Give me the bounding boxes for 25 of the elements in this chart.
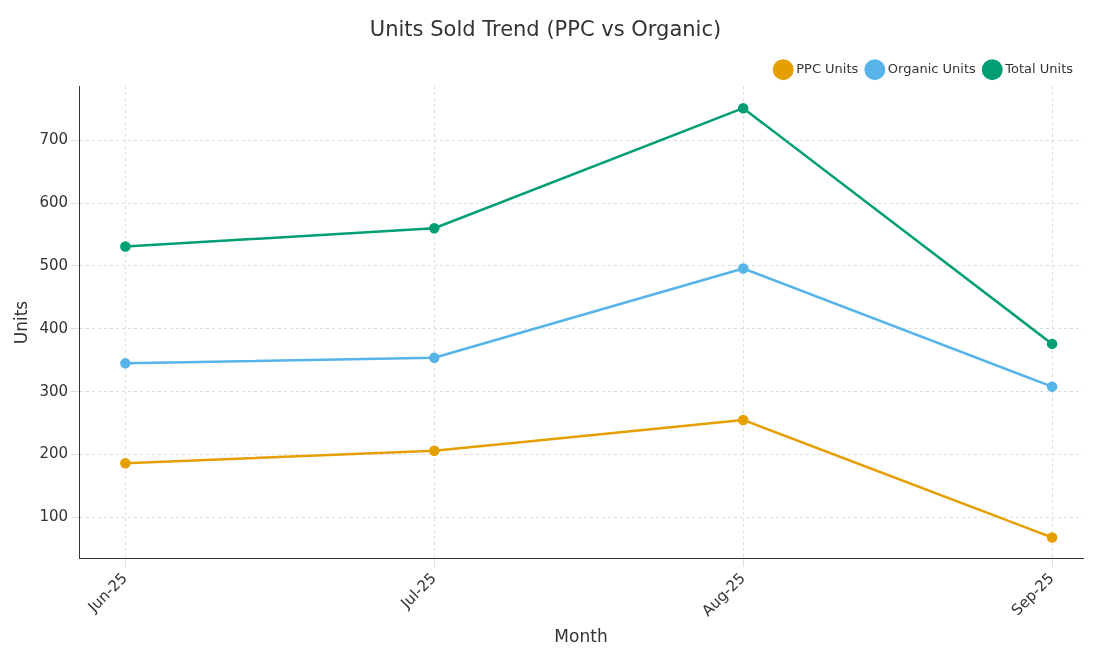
point (737, 102, 749, 114)
legend-label: Organic Units (887, 61, 976, 77)
y-tick-label: 600 (39, 192, 69, 211)
point (120, 458, 131, 469)
point (429, 352, 440, 363)
point (429, 445, 440, 456)
y-tick-label: 500 (39, 255, 69, 274)
y-tick-label: 200 (39, 444, 69, 463)
point (1046, 338, 1058, 350)
legend-label: PPC Units (796, 61, 859, 77)
point (1046, 381, 1058, 392)
y-tick-label: 300 (39, 381, 69, 400)
x-axis-title: Month (554, 626, 608, 647)
y-tick-label: 400 (39, 318, 69, 337)
point (120, 358, 131, 369)
y-tick-label: 100 (39, 507, 69, 526)
chart-title: Units Sold Trend (PPC vs Organic) (369, 17, 722, 42)
point (120, 241, 131, 252)
point (737, 414, 749, 426)
y-tick-label: 700 (39, 130, 69, 149)
point (737, 263, 749, 274)
y-axis-title: Units (10, 300, 31, 345)
point (1046, 532, 1058, 543)
legend-label: Total Units (1004, 61, 1074, 77)
point (429, 222, 440, 234)
